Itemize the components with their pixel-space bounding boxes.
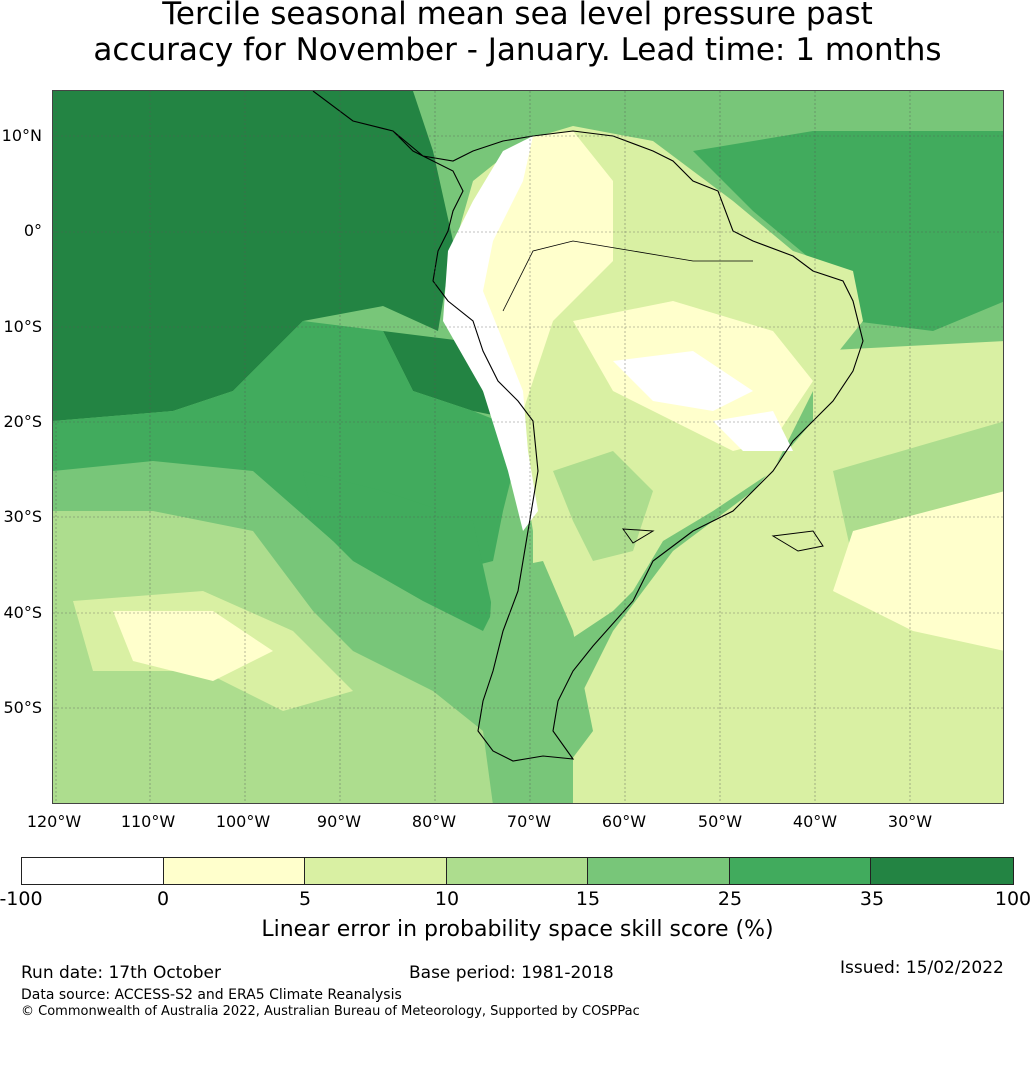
lon-label-80w: 80°W xyxy=(411,812,457,831)
lat-label-10s: 10°S xyxy=(3,317,42,336)
lat-label-40s: 40°S xyxy=(3,603,42,622)
lat-label-50s: 50°S xyxy=(3,698,42,717)
region-dark-pacific xyxy=(53,91,453,421)
data-source: Data source: ACCESS-S2 and ERA5 Climate … xyxy=(21,987,402,1003)
falklands-outline xyxy=(621,528,655,544)
skill-map xyxy=(53,91,1003,803)
lon-label-50w: 50°W xyxy=(697,812,743,831)
colorbar-segment-5 xyxy=(587,858,730,884)
region-white-andes xyxy=(443,136,538,531)
river-amazon xyxy=(502,240,753,312)
colorbar-tick: 15 xyxy=(575,888,601,910)
map-panel[interactable] xyxy=(52,90,1004,804)
south-america-coastline xyxy=(312,91,864,762)
lon-label-70w: 70°W xyxy=(506,812,552,831)
title-line-1: Tercile seasonal mean sea level pressure… xyxy=(162,0,873,32)
title-line-2: accuracy for November - January. Lead ti… xyxy=(93,32,942,68)
region-pale-atlantic-south xyxy=(613,651,1003,803)
colorbar-tick: 25 xyxy=(717,888,743,910)
colorbar xyxy=(21,857,1014,885)
south-georgia-outline xyxy=(771,530,824,552)
region-white-east xyxy=(713,411,793,451)
chart-title: Tercile seasonal mean sea level pressure… xyxy=(0,0,1035,68)
colorbar-tick: 100 xyxy=(994,888,1032,910)
lon-label-40w: 40°W xyxy=(792,812,838,831)
region-yellow-atlantic xyxy=(833,491,1003,651)
colorbar-segment-1 xyxy=(22,858,164,884)
colorbar-segment-2 xyxy=(163,858,306,884)
run-date: Run date: 17th October xyxy=(21,963,221,983)
lat-label-30s: 30°S xyxy=(3,507,42,526)
colorbar-segment-3 xyxy=(305,858,448,884)
colorbar-label: Linear error in probability space skill … xyxy=(261,917,774,942)
colorbar-tick: -100 xyxy=(0,888,43,910)
copyright: © Commonwealth of Australia 2022, Austra… xyxy=(21,1004,640,1019)
lon-label-30w: 30°W xyxy=(887,812,933,831)
lat-label-0: 0° xyxy=(23,221,42,240)
lon-label-100w: 100°W xyxy=(215,812,271,831)
lon-label-110w: 110°W xyxy=(120,812,176,831)
colorbar-tick: 0 xyxy=(156,888,170,910)
region-green-atlantic xyxy=(693,131,1003,331)
region-yellow-south xyxy=(113,611,273,681)
colorbar-segment-6 xyxy=(729,858,872,884)
colorbar-tick: 35 xyxy=(859,888,885,910)
lon-label-60w: 60°W xyxy=(601,812,647,831)
colorbar-tick: 5 xyxy=(298,888,312,910)
base-period: Base period: 1981-2018 xyxy=(409,963,614,983)
lon-label-120w: 120°W xyxy=(26,812,82,831)
graticule xyxy=(53,91,1003,803)
lat-label-10n: 10°N xyxy=(1,126,42,145)
issued-date: Issued: 15/02/2022 xyxy=(840,958,1004,978)
region-green-chile xyxy=(303,471,493,631)
colorbar-tick: 10 xyxy=(434,888,460,910)
lat-label-20s: 20°S xyxy=(3,412,42,431)
region-light-argentina xyxy=(553,451,653,561)
region-white-center xyxy=(613,351,753,411)
colorbar-segment-4 xyxy=(447,858,588,884)
colorbar-segment-7 xyxy=(871,858,1014,884)
lon-label-90w: 90°W xyxy=(316,812,362,831)
region-green-patagonia xyxy=(483,561,593,781)
